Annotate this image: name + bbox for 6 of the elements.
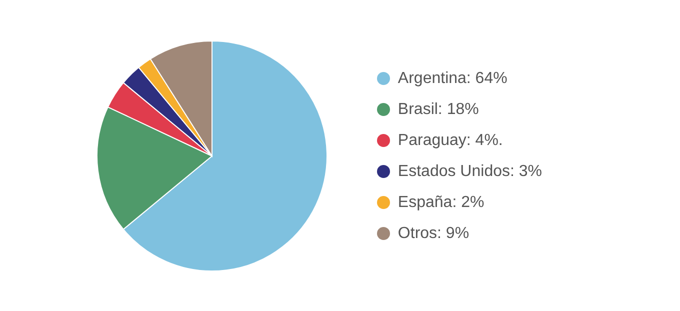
legend-label: Paraguay: 4%.: [398, 132, 503, 148]
legend-label: España: 2%: [398, 194, 484, 210]
legend-label: Argentina: 64%: [398, 70, 508, 86]
legend-label: Estados Unidos: 3%: [398, 162, 542, 180]
legend-label: Otros: 9%: [398, 224, 470, 242]
legend-label: Brasil: 18%: [398, 100, 479, 118]
